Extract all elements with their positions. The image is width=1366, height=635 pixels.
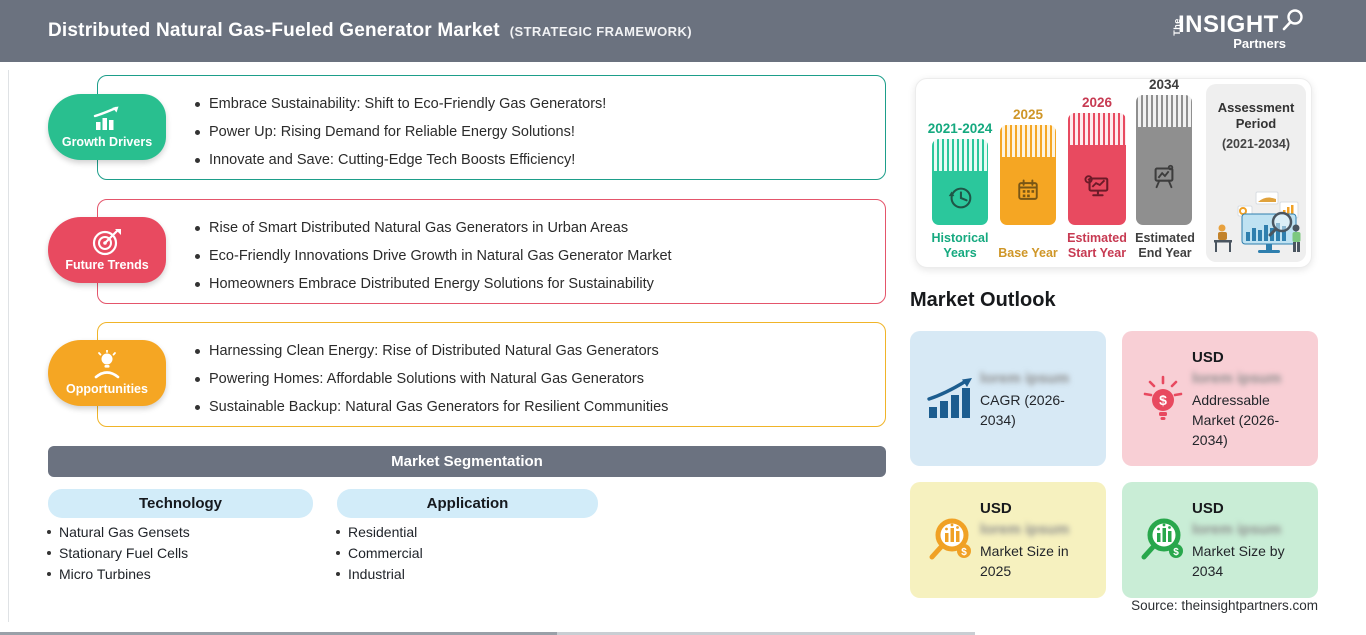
card-currency: USD xyxy=(980,500,1012,517)
header-bar: Distributed Natural Gas-Fueled Generator… xyxy=(0,0,1366,62)
list-item: Power Up: Rising Demand for Reliable Ene… xyxy=(193,118,875,146)
bar-caption: Estimated End Year xyxy=(1135,231,1195,260)
history-clock-icon xyxy=(948,187,972,209)
list-item: Commercial xyxy=(335,543,423,564)
blurred-value: lorem ipsum xyxy=(980,521,1070,538)
timeline-bar-base: 2025 xyxy=(1000,107,1056,225)
future-trends-badge: Future Trends xyxy=(48,217,166,283)
magnifier-icon xyxy=(1282,9,1303,31)
blurred-value: lorem ipsum xyxy=(980,369,1070,387)
list-item: Natural Gas Gensets xyxy=(46,522,190,543)
list-item: Sustainable Backup: Natural Gas Generato… xyxy=(193,393,875,421)
card-label: Market Size by 2034 xyxy=(1192,543,1285,579)
card-label: Market Size in 2025 xyxy=(980,543,1069,579)
insight-partners-logo: The INSIGHT Partners xyxy=(1150,9,1310,55)
card-currency: USD xyxy=(1192,500,1224,517)
technology-list: Natural Gas Gensets Stationary Fuel Cell… xyxy=(46,522,190,585)
list-item: Industrial xyxy=(335,564,423,585)
bar-year-label: 2021-2024 xyxy=(927,121,993,136)
opportunities-box: Harnessing Clean Energy: Rise of Distrib… xyxy=(97,322,886,427)
growth-chart-icon xyxy=(93,106,119,130)
hand-bulb-icon xyxy=(94,350,120,379)
badge-label: Opportunities xyxy=(66,382,148,396)
badge-label: Future Trends xyxy=(65,258,149,272)
bar-year-label: 2034 xyxy=(1148,77,1180,92)
list-item: Embrace Sustainability: Shift to Eco-Fri… xyxy=(193,90,875,118)
calendar-icon xyxy=(1018,179,1038,200)
cagr-card: lorem ipsum CAGR (2026-2034) xyxy=(910,331,1106,466)
analytics-illustration xyxy=(1214,191,1301,253)
list-item: Homeowners Embrace Distributed Energy So… xyxy=(193,270,875,298)
bar-caption: Historical Years xyxy=(931,231,989,260)
page-title: Distributed Natural Gas-Fueled Generator… xyxy=(48,20,500,41)
card-currency: USD xyxy=(1192,348,1224,366)
segment-header-technology: Technology xyxy=(48,489,313,518)
page-subtitle: (STRATEGIC FRAMEWORK) xyxy=(509,23,692,39)
assessment-title: Assessment Period xyxy=(1217,100,1295,131)
list-item: Rise of Smart Distributed Natural Gas Ge… xyxy=(193,214,875,242)
assessment-period-panel: Assessment Period (2021-2034) xyxy=(1206,84,1306,262)
market-segmentation-bar: Market Segmentation xyxy=(48,446,886,477)
application-list: Residential Commercial Industrial xyxy=(335,522,423,585)
magnifier-chart-icon: $ xyxy=(929,518,971,560)
list-item: Residential xyxy=(335,522,423,543)
bar-year-label: 2026 xyxy=(1081,95,1113,110)
bar-caption: Estimated Start Year xyxy=(1067,231,1127,260)
card-label: Addressable Market (2026-2034) xyxy=(1192,391,1280,448)
future-trends-list: Rise of Smart Distributed Natural Gas Ge… xyxy=(98,200,885,298)
badge-label: Growth Drivers xyxy=(61,134,153,149)
market-size-2034-card: $ USD lorem ipsum Market Size by 2034 xyxy=(1122,482,1318,598)
list-item: Innovate and Save: Cutting-Edge Tech Boo… xyxy=(193,146,875,174)
assessment-range: (2021-2034) xyxy=(1221,137,1291,151)
magnifier-chart-icon: $ xyxy=(1141,518,1183,560)
bar-caption: Base Year xyxy=(998,246,1058,260)
addressable-market-card: $ USD lorem ipsum Addressable Market (20… xyxy=(1122,331,1318,466)
target-dart-icon xyxy=(92,229,121,256)
bar-growth-icon xyxy=(927,377,972,418)
bottom-divider xyxy=(0,632,557,635)
opportunities-list: Harnessing Clean Energy: Rise of Distrib… xyxy=(98,323,885,421)
svg-text:$: $ xyxy=(1159,392,1167,408)
future-trends-box: Rise of Smart Distributed Natural Gas Ge… xyxy=(97,199,886,304)
list-item: Harnessing Clean Energy: Rise of Distrib… xyxy=(193,337,875,365)
list-item: Powering Homes: Affordable Solutions wit… xyxy=(193,365,875,393)
estimate-chart-icon xyxy=(1084,175,1109,197)
bulb-dollar-icon: $ xyxy=(1143,375,1183,420)
opportunities-badge: Opportunities xyxy=(48,340,166,406)
logo-insight-text: INSIGHT xyxy=(1178,11,1279,38)
timeline-bar-historical: 2021-2024 xyxy=(928,121,992,225)
growth-drivers-list: Embrace Sustainability: Shift to Eco-Fri… xyxy=(98,76,885,174)
source-attribution: Source: theinsightpartners.com xyxy=(1131,598,1318,613)
market-size-2025-card: $ USD lorem ipsum Market Size in 2025 xyxy=(910,482,1106,598)
list-item: Eco-Friendly Innovations Drive Growth in… xyxy=(193,242,875,270)
timeline-bar-start: 2026 xyxy=(1068,95,1126,225)
frame-line xyxy=(8,70,9,622)
bar-year-label: 2025 xyxy=(1012,107,1044,122)
card-label: CAGR (2026-2034) xyxy=(980,391,1065,428)
list-item: Micro Turbines xyxy=(46,564,190,585)
growth-drivers-box: Embrace Sustainability: Shift to Eco-Fri… xyxy=(97,75,886,180)
segment-header-application: Application xyxy=(337,489,598,518)
svg-text:$: $ xyxy=(961,547,967,558)
list-item: Stationary Fuel Cells xyxy=(46,543,190,564)
svg-text:$: $ xyxy=(1173,547,1179,558)
research-timeline-panel: 2021-2024 Historical Years 2025 xyxy=(915,77,1312,268)
blurred-value: lorem ipsum xyxy=(1192,521,1282,538)
bottom-divider-light xyxy=(557,632,975,635)
presentation-board-icon xyxy=(1154,164,1174,189)
blurred-value: lorem ipsum xyxy=(1192,369,1282,387)
logo-partners-text: Partners xyxy=(1233,36,1286,51)
timeline-bar-end: 2034 xyxy=(1136,77,1192,225)
market-outlook-title: Market Outlook xyxy=(910,289,1056,311)
growth-drivers-badge: Growth Drivers xyxy=(48,94,166,160)
